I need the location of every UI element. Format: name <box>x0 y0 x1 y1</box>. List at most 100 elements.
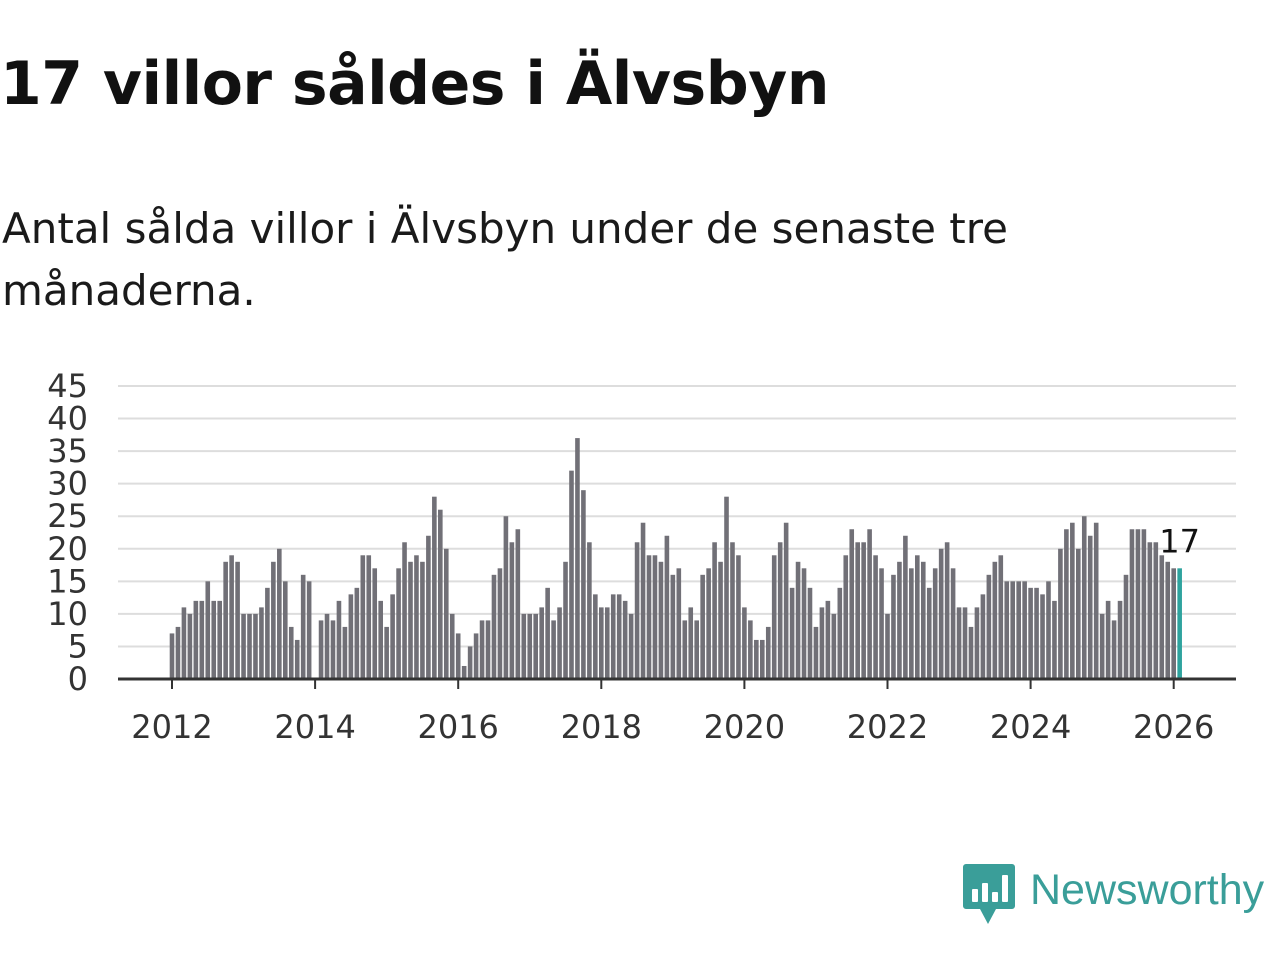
bar <box>1165 561 1171 679</box>
bar <box>724 496 729 679</box>
bar <box>479 620 485 679</box>
bar <box>461 665 467 679</box>
y-tick-label: 30 <box>47 465 88 503</box>
bar <box>360 555 366 679</box>
bar <box>658 561 664 679</box>
bar <box>1147 542 1153 679</box>
bar <box>509 542 515 679</box>
bar <box>1159 555 1165 679</box>
bar <box>646 555 652 679</box>
bar <box>205 581 211 679</box>
bar <box>354 587 360 679</box>
bar <box>545 587 550 679</box>
newsworthy-logo: Newsworthy <box>962 862 1264 928</box>
bar <box>1099 613 1105 679</box>
bar <box>265 587 270 679</box>
bar <box>300 574 306 679</box>
bar <box>443 548 449 679</box>
bar <box>986 574 992 679</box>
bar <box>604 607 610 679</box>
bar <box>199 600 205 679</box>
bar <box>551 620 556 679</box>
bar <box>372 568 378 679</box>
bar <box>1040 594 1045 679</box>
bar <box>473 633 479 679</box>
bar <box>640 522 646 679</box>
bar <box>783 522 789 679</box>
bar <box>777 542 783 679</box>
bar <box>980 594 986 679</box>
bar <box>330 620 336 679</box>
bar <box>223 561 228 679</box>
bar <box>539 607 544 679</box>
y-tick-label: 25 <box>47 497 88 535</box>
bar <box>682 620 688 679</box>
bar <box>575 438 580 679</box>
bar <box>1016 581 1021 679</box>
bar <box>294 639 300 679</box>
bar <box>879 568 884 679</box>
bar <box>181 607 187 679</box>
bar <box>1123 574 1129 679</box>
bar <box>402 542 407 679</box>
bar <box>861 542 866 679</box>
bar <box>503 516 509 679</box>
bar <box>1052 600 1057 679</box>
bar <box>366 555 372 679</box>
bar <box>438 509 443 679</box>
bar <box>1004 581 1010 679</box>
bar <box>688 607 694 679</box>
bar <box>587 542 592 679</box>
bar <box>1022 581 1027 679</box>
x-tick-label: 2020 <box>704 708 785 746</box>
y-tick-label: 5 <box>68 627 88 665</box>
bar <box>771 555 777 679</box>
bar <box>336 600 342 679</box>
bar <box>706 568 711 679</box>
bar <box>241 613 246 679</box>
bar <box>634 542 640 679</box>
bar <box>801 568 807 679</box>
bar <box>235 561 240 679</box>
bar <box>1064 529 1069 679</box>
newsworthy-logo-icon <box>963 864 1015 924</box>
bar <box>169 633 175 679</box>
bar <box>855 542 860 679</box>
bar <box>962 607 968 679</box>
bar <box>306 581 312 679</box>
bar <box>247 613 252 679</box>
bar <box>175 626 181 679</box>
bar <box>903 535 908 679</box>
bar <box>807 587 813 679</box>
page-subtitle: Antal sålda villor i Älvsbyn under de se… <box>2 204 1008 315</box>
bar <box>736 555 741 679</box>
bar <box>795 561 801 679</box>
y-tick-label: 35 <box>47 432 88 470</box>
bar <box>610 594 616 679</box>
bar <box>956 607 962 679</box>
bar <box>1081 516 1087 679</box>
bar <box>926 587 932 679</box>
bar <box>1076 548 1081 679</box>
bar <box>455 633 461 679</box>
y-tick-label: 10 <box>47 595 88 633</box>
bar <box>694 620 699 679</box>
y-tick-label: 45 <box>47 367 88 405</box>
bar <box>390 594 395 679</box>
bar <box>408 561 413 679</box>
bar <box>670 574 676 679</box>
bar <box>1171 568 1176 679</box>
bar <box>324 613 330 679</box>
bar <box>819 607 825 679</box>
bar <box>288 626 294 679</box>
bar <box>259 607 264 679</box>
x-tick-label: 2016 <box>417 708 498 746</box>
bar <box>515 529 521 679</box>
bar <box>885 613 890 679</box>
bar <box>211 600 217 679</box>
bar <box>837 587 843 679</box>
bar <box>1046 581 1051 679</box>
bar <box>581 490 586 679</box>
highlight-value-label: 17 <box>1159 522 1200 560</box>
y-tick-label: 15 <box>47 562 88 600</box>
